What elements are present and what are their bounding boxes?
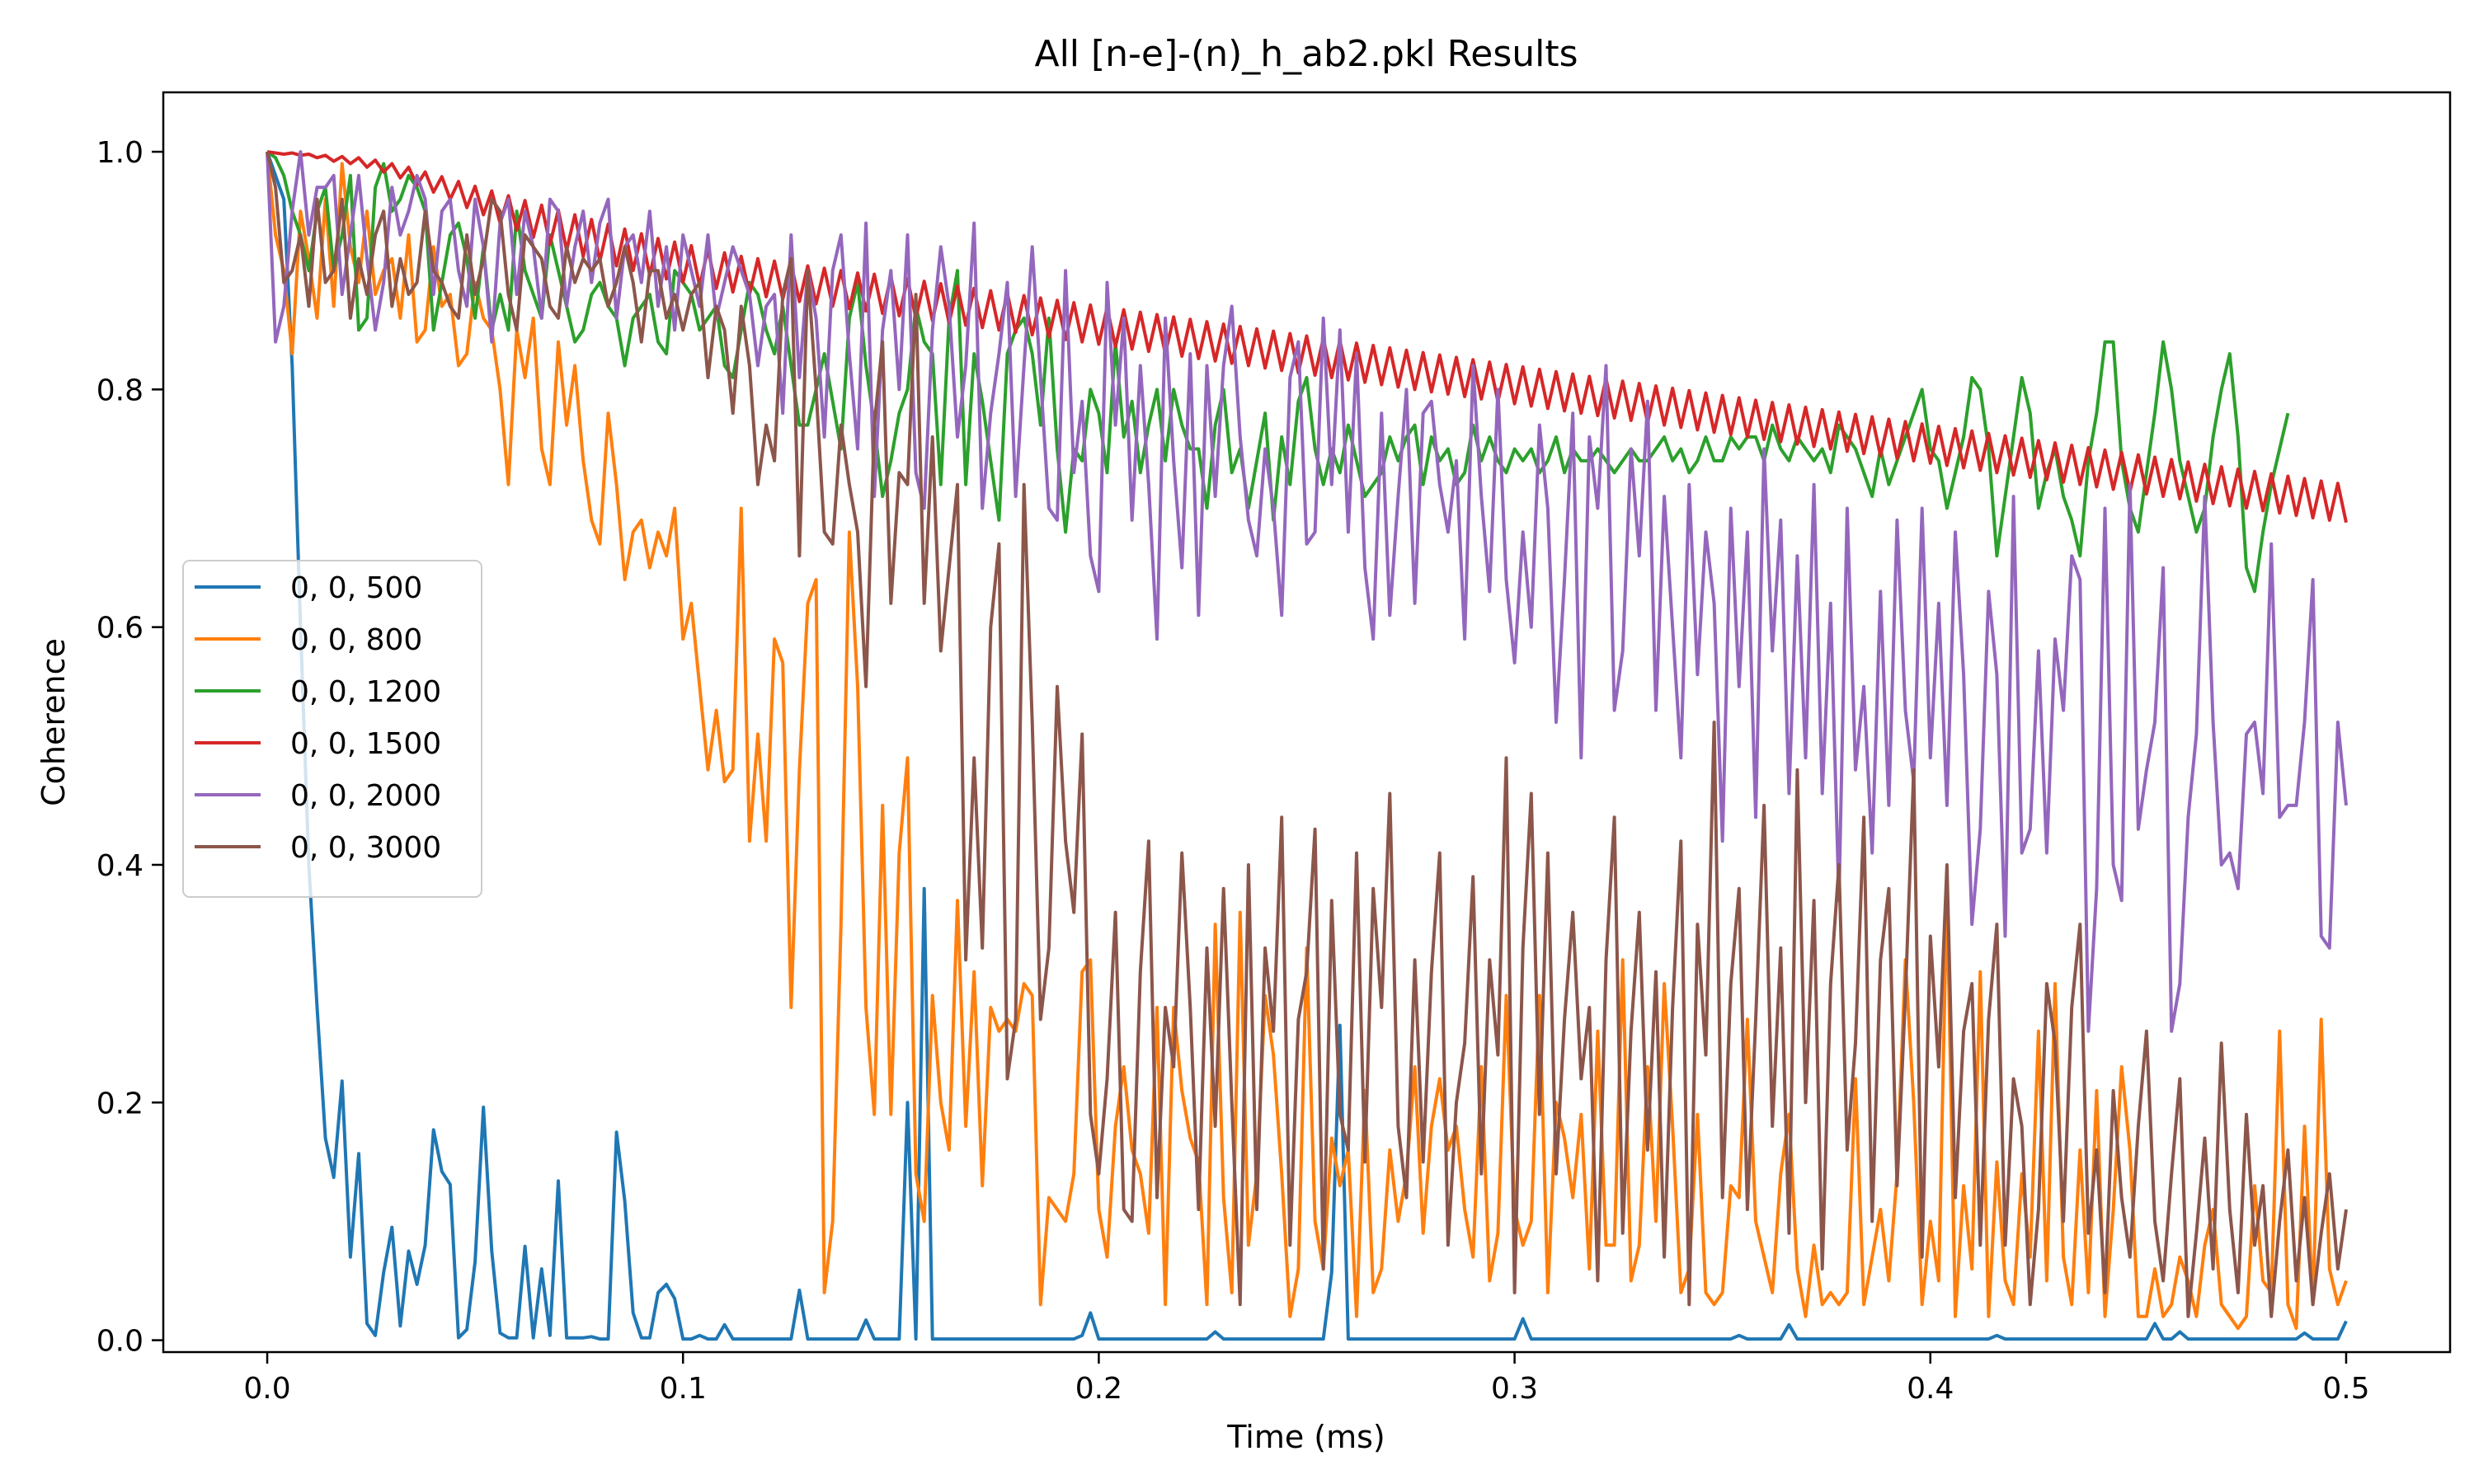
series-line-5 xyxy=(266,150,2348,1033)
y-tick-label: 1.0 xyxy=(96,136,143,170)
series-line-4 xyxy=(266,150,2348,524)
plot-frame xyxy=(162,91,2452,1354)
legend: 0, 0, 500 0, 0, 800 0, 0, 1200 0, 0, 1500 0,… xyxy=(182,560,482,898)
y-tick-label: 0.2 xyxy=(96,1087,143,1120)
y-tick-label: 0.4 xyxy=(96,849,143,883)
x-axis-ticks: 0.0 0.1 0.2 0.3 0.4 0.5 xyxy=(243,1352,2370,1406)
y-tick-label: 0.8 xyxy=(96,373,143,407)
chart-title: All [n-e]-(n)_h_ab2.pkl Results xyxy=(1034,33,1578,75)
x-tick-label: 0.4 xyxy=(1907,1372,1954,1406)
series-layer xyxy=(266,150,2348,1341)
series-line-6 xyxy=(266,151,2348,1318)
legend-label: 0, 0, 1200 xyxy=(290,675,441,709)
legend-label: 0, 0, 2000 xyxy=(290,779,441,813)
y-axis-ticks: 0.0 0.2 0.4 0.6 0.8 1.0 xyxy=(96,136,163,1359)
y-axis-label: Coherence xyxy=(35,638,72,806)
x-tick-label: 0.1 xyxy=(660,1372,707,1406)
x-tick-label: 0.3 xyxy=(1491,1372,1538,1406)
legend-label: 0, 0, 500 xyxy=(290,571,422,605)
x-tick-label: 0.0 xyxy=(243,1372,290,1406)
x-tick-label: 0.5 xyxy=(2322,1372,2369,1406)
legend-label: 0, 0, 800 xyxy=(290,623,422,657)
legend-label: 0, 0, 3000 xyxy=(290,831,441,865)
x-axis-label: Time (ms) xyxy=(1226,1419,1385,1455)
x-tick-label: 0.2 xyxy=(1075,1372,1122,1406)
legend-frame xyxy=(182,560,482,898)
legend-label: 0, 0, 1500 xyxy=(290,727,441,761)
y-tick-label: 0.0 xyxy=(96,1325,143,1359)
series-line-3 xyxy=(266,150,2290,594)
series-line-1 xyxy=(266,151,2348,1341)
y-tick-label: 0.6 xyxy=(96,612,143,646)
